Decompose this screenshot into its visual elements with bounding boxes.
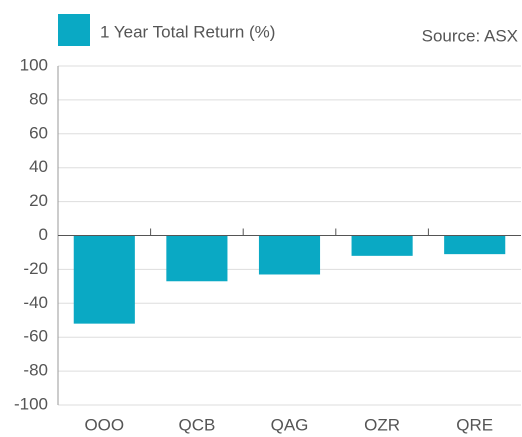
bar — [258, 235, 321, 275]
legend-swatch — [58, 14, 90, 46]
x-tick-label: QRE — [456, 415, 493, 434]
y-tick-label: -60 — [23, 327, 48, 346]
bar — [351, 235, 413, 256]
y-tick-label: -100 — [14, 394, 48, 413]
source-note: Source: ASX — [422, 26, 518, 45]
y-tick-label: -80 — [23, 361, 48, 380]
x-tick-label: OOO — [84, 415, 124, 434]
y-tick-label: 40 — [29, 157, 48, 176]
bar — [166, 235, 228, 282]
x-tick-label: OZR — [364, 415, 400, 434]
y-tick-label: -20 — [23, 259, 48, 278]
legend-label: 1 Year Total Return (%) — [100, 22, 275, 41]
x-tick-label: QCB — [178, 415, 215, 434]
y-tick-label: 100 — [20, 55, 48, 74]
y-tick-label: 0 — [39, 225, 48, 244]
y-tick-label: -40 — [23, 293, 48, 312]
x-tick-label: QAG — [271, 415, 309, 434]
bar — [73, 235, 135, 324]
y-tick-label: 60 — [29, 123, 48, 142]
y-tick-label: 20 — [29, 191, 48, 210]
y-tick-label: 80 — [29, 89, 48, 108]
bar — [444, 235, 506, 255]
